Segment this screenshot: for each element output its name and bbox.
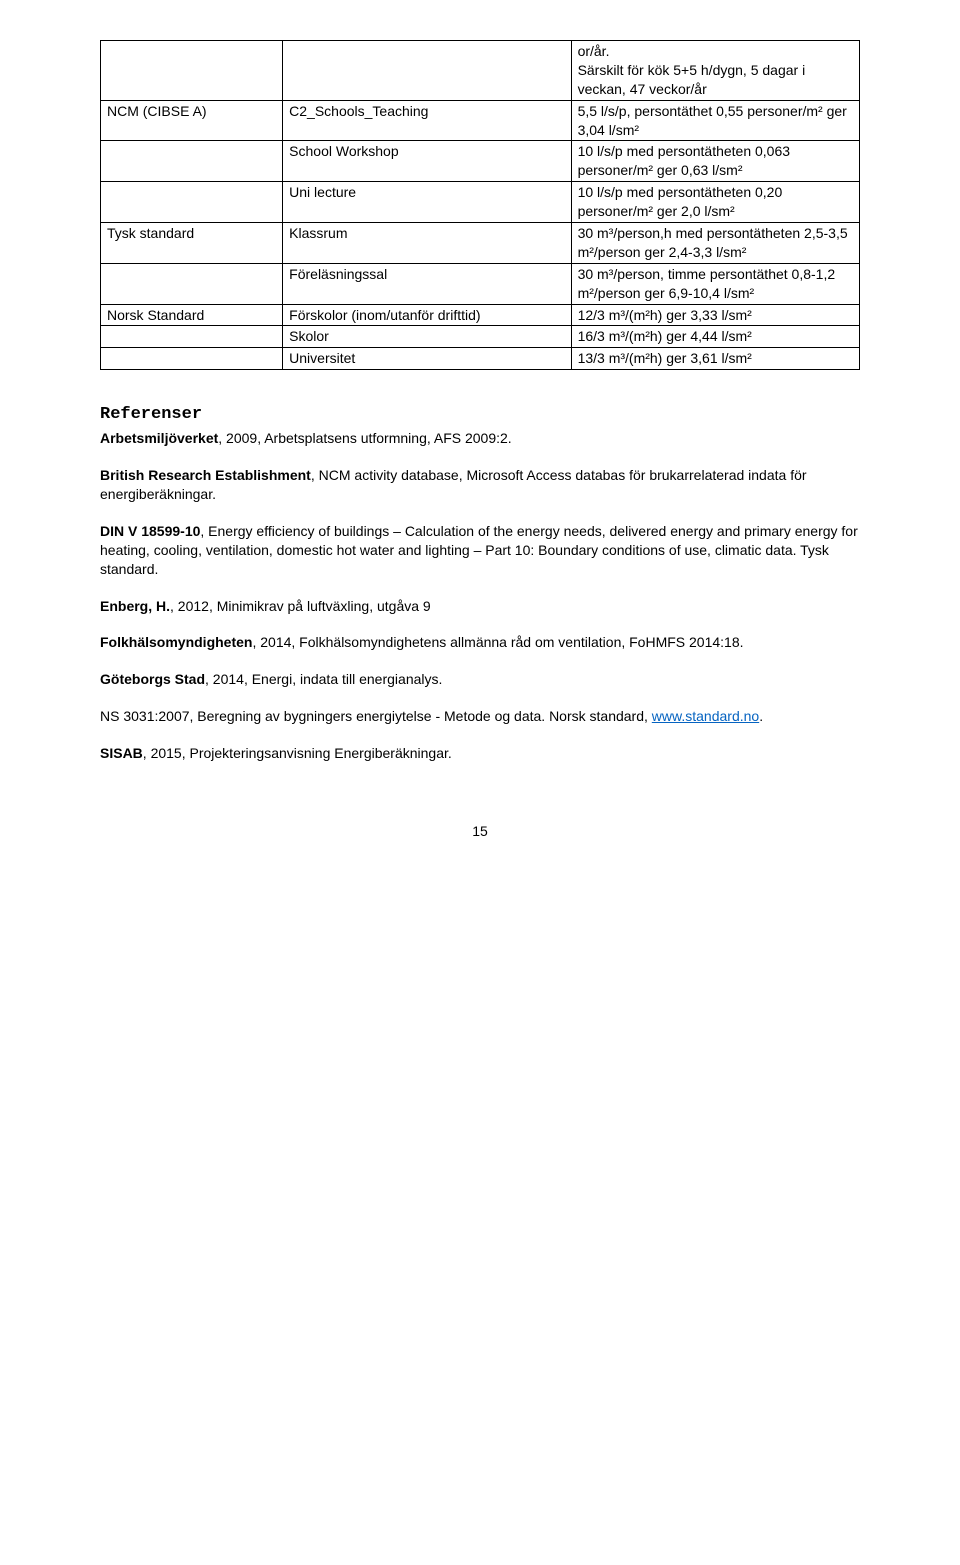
table-row: Tysk standardKlassrum30 m³/person,h med … — [101, 223, 860, 264]
table-cell: Uni lecture — [283, 182, 571, 223]
reference-rest: , 2014, Folkhälsomyndighetens allmänna r… — [252, 634, 743, 650]
page-number: 15 — [100, 823, 860, 839]
page-container: or/år.Särskilt för kök 5+5 h/dygn, 5 dag… — [0, 0, 960, 879]
table-row: or/år.Särskilt för kök 5+5 h/dygn, 5 dag… — [101, 41, 860, 101]
table-cell: 13/3 m³/(m²h) ger 3,61 l/sm² — [571, 348, 859, 370]
reference-bold: Enberg, H. — [100, 598, 170, 614]
table-cell: 30 m³/person,h med persontätheten 2,5-3,… — [571, 223, 859, 264]
table-row: Norsk StandardFörskolor (inom/utanför dr… — [101, 304, 860, 326]
table-row: School Workshop10 l/s/p med persontäthet… — [101, 141, 860, 182]
reference-rest: , 2014, Energi, indata till energianalys… — [205, 671, 442, 687]
table-cell: School Workshop — [283, 141, 571, 182]
reference-item: Enberg, H., 2012, Minimikrav på luftväxl… — [100, 597, 860, 616]
references-section: Referenser Arbetsmiljöverket, 2009, Arbe… — [100, 404, 860, 763]
table-row: Skolor16/3 m³/(m²h) ger 4,44 l/sm² — [101, 326, 860, 348]
table-row: Universitet13/3 m³/(m²h) ger 3,61 l/sm² — [101, 348, 860, 370]
table-cell: C2_Schools_Teaching — [283, 100, 571, 141]
table-cell: Klassrum — [283, 223, 571, 264]
reference-ns: NS 3031:2007, Beregning av bygningers en… — [100, 707, 860, 726]
reference-item: DIN V 18599-10, Energy efficiency of bui… — [100, 522, 860, 579]
table-cell: 5,5 l/s/p, persontäthet 0,55 personer/m²… — [571, 100, 859, 141]
table-cell — [101, 348, 283, 370]
reference-rest: , 2009, Arbetsplatsens utformning, AFS 2… — [218, 430, 511, 446]
reference-rest: , Energy efficiency of buildings – Calcu… — [100, 523, 858, 577]
standards-table: or/år.Särskilt för kök 5+5 h/dygn, 5 dag… — [100, 40, 860, 370]
reference-bold: DIN V 18599-10 — [100, 523, 200, 539]
table-cell: Universitet — [283, 348, 571, 370]
table-cell — [101, 141, 283, 182]
reference-bold: British Research Establishment — [100, 467, 311, 483]
table-cell: 10 l/s/p med persontätheten 0,20 persone… — [571, 182, 859, 223]
table-cell: NCM (CIBSE A) — [101, 100, 283, 141]
table-cell — [101, 326, 283, 348]
table-cell — [101, 182, 283, 223]
reference-item: British Research Establishment, NCM acti… — [100, 466, 860, 504]
table-cell — [101, 41, 283, 101]
table-cell: or/år.Särskilt för kök 5+5 h/dygn, 5 dag… — [571, 41, 859, 101]
reference-item: Folkhälsomyndigheten, 2014, Folkhälsomyn… — [100, 633, 860, 652]
table-row: Uni lecture10 l/s/p med persontätheten 0… — [101, 182, 860, 223]
references-heading: Referenser — [100, 404, 860, 427]
reference-ns-link[interactable]: www.standard.no — [652, 708, 759, 724]
table-cell — [283, 41, 571, 101]
reference-bold: Folkhälsomyndigheten — [100, 634, 252, 650]
table-cell: Föreläsningssal — [283, 263, 571, 304]
reference-item: Arbetsmiljöverket, 2009, Arbetsplatsens … — [100, 429, 860, 448]
reference-bold: Arbetsmiljöverket — [100, 430, 218, 446]
reference-sisab: SISAB, 2015, Projekteringsanvisning Ener… — [100, 744, 860, 763]
reference-bold: Göteborgs Stad — [100, 671, 205, 687]
reference-item: Göteborgs Stad, 2014, Energi, indata til… — [100, 670, 860, 689]
table-row: NCM (CIBSE A)C2_Schools_Teaching5,5 l/s/… — [101, 100, 860, 141]
table-cell: Norsk Standard — [101, 304, 283, 326]
table-cell — [101, 263, 283, 304]
reference-ns-text: NS 3031:2007, Beregning av bygningers en… — [100, 708, 652, 724]
reference-rest: , 2012, Minimikrav på luftväxling, utgåv… — [170, 598, 431, 614]
table-cell: 30 m³/person, timme persontäthet 0,8-1,2… — [571, 263, 859, 304]
table-cell: Förskolor (inom/utanför drifttid) — [283, 304, 571, 326]
table-cell: Tysk standard — [101, 223, 283, 264]
reference-sisab-rest: , 2015, Projekteringsanvisning Energiber… — [143, 745, 452, 761]
table-cell: 16/3 m³/(m²h) ger 4,44 l/sm² — [571, 326, 859, 348]
reference-sisab-bold: SISAB — [100, 745, 143, 761]
table-row: Föreläsningssal30 m³/person, timme perso… — [101, 263, 860, 304]
table-cell: 12/3 m³/(m²h) ger 3,33 l/sm² — [571, 304, 859, 326]
reference-ns-after: . — [759, 708, 763, 724]
table-cell: Skolor — [283, 326, 571, 348]
table-cell: 10 l/s/p med persontätheten 0,063 person… — [571, 141, 859, 182]
